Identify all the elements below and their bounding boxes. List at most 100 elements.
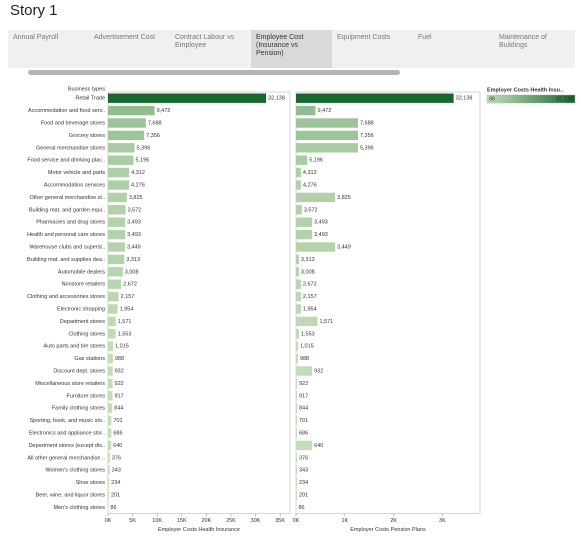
category-label: Building mat. and garden equi.. [29,207,106,213]
bar [108,378,113,389]
bar [108,167,130,178]
bar [108,205,126,215]
bar [108,403,113,413]
bar [296,143,358,153]
tab-bar: Annual Payroll Advertisement Cost Contract… [8,30,575,68]
bar-label: 1,571 [319,319,333,325]
category-label: Nonstore retailers [62,282,106,288]
story-tab[interactable]: Equipment Costs [337,34,391,41]
bar [108,329,116,339]
category-label: Department stores [60,319,105,325]
bar [108,279,122,289]
bar-label: 686 [299,430,308,436]
bar-label: 5,196 [309,158,323,164]
bar [296,267,299,277]
panel-frame [295,91,481,514]
bar [108,453,110,463]
bar-label: 640 [314,443,323,449]
category-label: Retail Trade [75,96,105,102]
bar-label: 86 [110,505,116,511]
bar [296,316,318,327]
bar [108,341,113,351]
bar [108,93,267,103]
category-label: Accommodation and food serv.. [28,108,105,114]
bar [108,192,127,203]
bar [296,105,316,116]
category-label: Accommodation services [44,182,105,188]
category-label: Gas stations [74,356,105,362]
x-tick-label: 2K [390,518,397,524]
bar-label: 234 [299,480,308,486]
bar [296,453,297,463]
bar [296,304,301,314]
bar-label: 5,396 [360,145,374,151]
bar [296,155,308,165]
category-label: Auto parts and tire stores [44,344,106,350]
story-tab[interactable]: Fuel [418,34,432,41]
bar-label: 3,313 [301,257,315,263]
bar-label: 4,312 [131,170,145,176]
bar [108,118,146,128]
bar-label: 1,954 [120,306,134,312]
category-label: Food and beverage stores [41,120,105,126]
category-label: Pharmacies and drug stores [36,220,105,226]
bar-label: 234 [111,480,120,486]
bar [108,465,110,475]
story-tab[interactable]: Annual Payroll [13,34,59,41]
bar-label: 376 [112,455,121,461]
x-tick-label: 25K [226,518,236,524]
story-tab[interactable]: Maintenance of Buildings [499,34,547,49]
bar [296,130,358,141]
bar [108,490,109,500]
category-label: Shoe stores [76,480,106,486]
bar-label: 3,825 [337,195,351,201]
bar [108,254,125,265]
bar-label: 917 [115,393,124,399]
bar-label: 1,954 [303,306,317,312]
bar [296,353,298,364]
category-label: Warehouse clubs and superst.. [29,244,105,250]
x-tick-label: 3K [439,518,446,524]
bar [296,279,301,289]
story-tab[interactable]: Advertisement Cost [94,34,156,41]
story-tab[interactable]: Contract Labour vs Employee [175,34,235,49]
bar [108,477,110,488]
bar-label: 1,553 [118,331,132,337]
bar-label: 3,493 [127,220,141,226]
category-label: Men's clothing stores [54,505,106,511]
bar-label: 2,672 [123,282,137,288]
bar [296,180,301,190]
category-label: Other general merchandise st.. [29,195,105,201]
scrollbar[interactable] [28,70,400,75]
bar [108,391,113,401]
bar-label: 4,276 [303,182,317,188]
bar [296,242,336,252]
x-tick-label: 10K [152,518,162,524]
bar [296,205,302,215]
x-tick-label: 35K [275,518,285,524]
category-label: Discount dept. stores [53,368,105,374]
bar [296,192,336,203]
bar [296,465,297,475]
legend-label: 86 [489,96,495,102]
bar [296,477,297,488]
bar [108,229,126,240]
story-tab[interactable]: Employee Cost (Insurance vs Pension) [251,30,332,68]
bar-label: 3,825 [129,195,143,201]
bar [108,267,123,277]
x-tick-label: 0K [105,518,112,524]
bar-label: 988 [115,356,124,362]
bar [296,167,301,178]
bar-label: 2,157 [303,294,317,300]
bar [296,490,297,500]
row-header: Business types [68,86,105,92]
category-label: Department stores (except dis.. [29,443,106,449]
bar-label: 1,553 [301,331,315,337]
category-label: Electronic shopping [57,306,105,312]
bar-label: 376 [299,455,308,461]
x-tick-label: 15K [177,518,187,524]
bar-label: 9,472 [318,108,332,114]
bar-label: 3,449 [127,244,141,250]
bar-label: 7,356 [146,133,160,139]
